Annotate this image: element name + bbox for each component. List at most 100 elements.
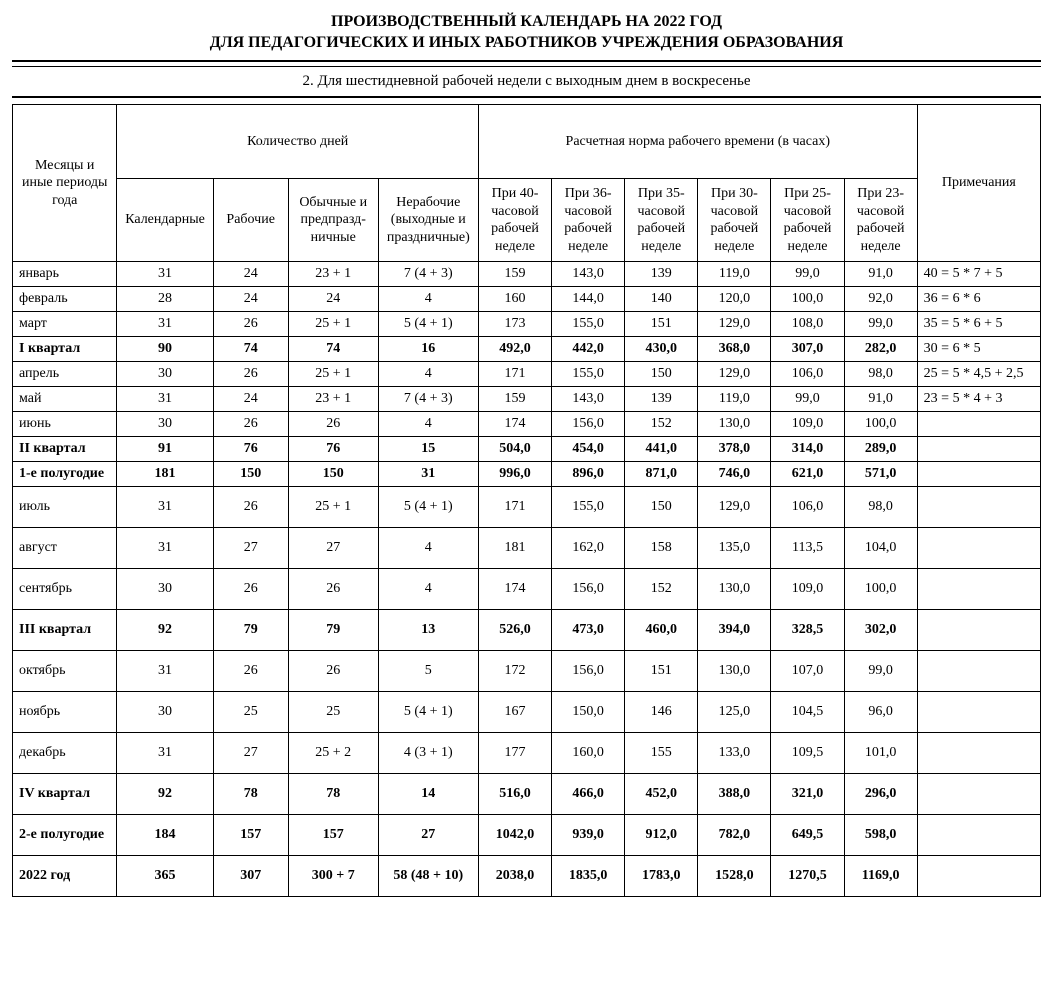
- cell-h35: 152: [625, 412, 698, 437]
- cell-h23: 96,0: [844, 692, 917, 733]
- cell-nonwork: 4: [378, 412, 478, 437]
- cell-h36: 143,0: [552, 387, 625, 412]
- cell-calendar: 31: [117, 528, 213, 569]
- cell-calendar: 92: [117, 610, 213, 651]
- cell-label: I квартал: [13, 337, 117, 362]
- cell-nonwork: 5 (4 + 1): [378, 487, 478, 528]
- cell-calendar: 31: [117, 312, 213, 337]
- cell-label: июль: [13, 487, 117, 528]
- header-h35: При 35-часовой рабочей неделе: [625, 179, 698, 262]
- cell-nonwork: 14: [378, 774, 478, 815]
- cell-h30: 130,0: [698, 412, 771, 437]
- cell-h23: 104,0: [844, 528, 917, 569]
- cell-h36: 156,0: [552, 651, 625, 692]
- cell-label: август: [13, 528, 117, 569]
- cell-h35: 1783,0: [625, 856, 698, 897]
- cell-h36: 155,0: [552, 312, 625, 337]
- cell-note: [917, 528, 1040, 569]
- cell-h35: 151: [625, 651, 698, 692]
- cell-calendar: 92: [117, 774, 213, 815]
- table-row: 2-е полугодие184157157271042,0939,0912,0…: [13, 815, 1041, 856]
- cell-work: 76: [213, 437, 288, 462]
- cell-h35: 139: [625, 387, 698, 412]
- cell-h40: 159: [478, 387, 551, 412]
- cell-work: 26: [213, 312, 288, 337]
- cell-calendar: 184: [117, 815, 213, 856]
- cell-h36: 1835,0: [552, 856, 625, 897]
- cell-ordinary: 74: [288, 337, 378, 362]
- cell-h23: 302,0: [844, 610, 917, 651]
- cell-work: 25: [213, 692, 288, 733]
- cell-calendar: 91: [117, 437, 213, 462]
- cell-h23: 296,0: [844, 774, 917, 815]
- cell-nonwork: 31: [378, 462, 478, 487]
- cell-h36: 155,0: [552, 362, 625, 387]
- calendar-table: Месяцы и иные периоды года Количество дн…: [12, 104, 1041, 898]
- cell-note: 40 = 5 * 7 + 5: [917, 262, 1040, 287]
- cell-label: март: [13, 312, 117, 337]
- subtitle: 2. Для шестидневной рабочей недели с вых…: [12, 66, 1041, 98]
- cell-nonwork: 16: [378, 337, 478, 362]
- cell-note: [917, 774, 1040, 815]
- cell-calendar: 31: [117, 651, 213, 692]
- table-row: январь312423 + 17 (4 + 3)159143,0139119,…: [13, 262, 1041, 287]
- cell-work: 24: [213, 287, 288, 312]
- cell-nonwork: 58 (48 + 10): [378, 856, 478, 897]
- cell-calendar: 31: [117, 387, 213, 412]
- cell-h35: 452,0: [625, 774, 698, 815]
- cell-nonwork: 4: [378, 528, 478, 569]
- header-hours-group: Расчетная норма рабочего времени (в часа…: [478, 104, 917, 179]
- cell-nonwork: 5: [378, 651, 478, 692]
- cell-h30: 133,0: [698, 733, 771, 774]
- cell-h30: 135,0: [698, 528, 771, 569]
- cell-calendar: 30: [117, 412, 213, 437]
- header-h30: При 30-часовой рабочей неделе: [698, 179, 771, 262]
- cell-label: IV квартал: [13, 774, 117, 815]
- cell-work: 150: [213, 462, 288, 487]
- table-row: апрель302625 + 14171155,0150129,0106,098…: [13, 362, 1041, 387]
- cell-h40: 504,0: [478, 437, 551, 462]
- cell-h23: 571,0: [844, 462, 917, 487]
- cell-h36: 143,0: [552, 262, 625, 287]
- cell-note: [917, 815, 1040, 856]
- cell-ordinary: 27: [288, 528, 378, 569]
- cell-h35: 912,0: [625, 815, 698, 856]
- cell-h35: 140: [625, 287, 698, 312]
- cell-h40: 174: [478, 569, 551, 610]
- cell-label: декабрь: [13, 733, 117, 774]
- cell-h25: 109,5: [771, 733, 844, 774]
- cell-work: 157: [213, 815, 288, 856]
- cell-h25: 621,0: [771, 462, 844, 487]
- table-row: март312625 + 15 (4 + 1)173155,0151129,01…: [13, 312, 1041, 337]
- cell-nonwork: 13: [378, 610, 478, 651]
- cell-ordinary: 25 + 1: [288, 362, 378, 387]
- cell-h40: 492,0: [478, 337, 551, 362]
- header-row-1: Месяцы и иные периоды года Количество дн…: [13, 104, 1041, 179]
- header-row-2: Календарные Рабочие Обычные и предпразд-…: [13, 179, 1041, 262]
- cell-work: 26: [213, 651, 288, 692]
- table-row: май312423 + 17 (4 + 3)159143,0139119,099…: [13, 387, 1041, 412]
- cell-calendar: 90: [117, 337, 213, 362]
- cell-note: [917, 412, 1040, 437]
- cell-h35: 155: [625, 733, 698, 774]
- cell-h23: 100,0: [844, 569, 917, 610]
- cell-h36: 466,0: [552, 774, 625, 815]
- cell-h40: 159: [478, 262, 551, 287]
- cell-calendar: 31: [117, 487, 213, 528]
- cell-h30: 394,0: [698, 610, 771, 651]
- cell-label: III квартал: [13, 610, 117, 651]
- cell-calendar: 365: [117, 856, 213, 897]
- header-h23: При 23-часовой рабочей неделе: [844, 179, 917, 262]
- cell-h36: 156,0: [552, 569, 625, 610]
- cell-h35: 441,0: [625, 437, 698, 462]
- header-work: Рабочие: [213, 179, 288, 262]
- cell-work: 27: [213, 733, 288, 774]
- cell-h30: 378,0: [698, 437, 771, 462]
- cell-work: 78: [213, 774, 288, 815]
- cell-h23: 99,0: [844, 651, 917, 692]
- cell-h30: 368,0: [698, 337, 771, 362]
- table-row: февраль2824244160144,0140120,0100,092,03…: [13, 287, 1041, 312]
- cell-calendar: 31: [117, 733, 213, 774]
- table-row: 1-е полугодие18115015031996,0896,0871,07…: [13, 462, 1041, 487]
- cell-h25: 109,0: [771, 569, 844, 610]
